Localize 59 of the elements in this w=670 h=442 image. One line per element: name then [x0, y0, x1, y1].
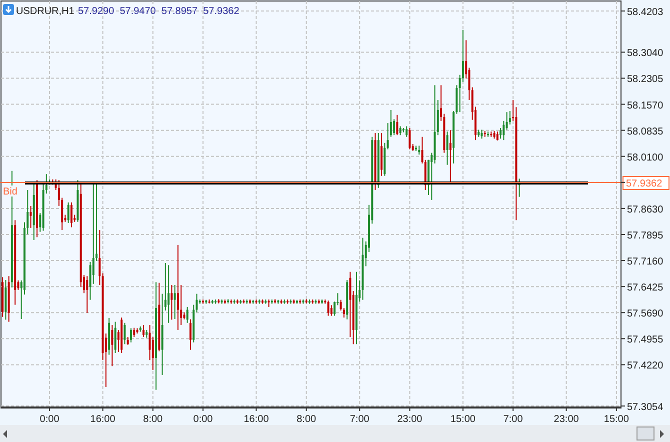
candlestick — [142, 324, 145, 338]
candlestick — [124, 322, 126, 345]
candlestick — [327, 300, 330, 316]
y-tick-label: 57.4220 — [627, 360, 664, 372]
y-tick-label: 57.3054 — [627, 402, 664, 413]
candlestick — [67, 202, 70, 224]
candlestick — [176, 244, 179, 330]
candlestick — [446, 131, 448, 166]
y-tick-label: 57.8630 — [627, 204, 664, 216]
candlestick — [30, 205, 32, 228]
candlestick — [130, 328, 132, 343]
x-tick-label: 16:00 — [90, 414, 116, 425]
y-tick-label: 58.1570 — [627, 100, 664, 112]
candlestick — [98, 230, 101, 286]
y-tick-label: 58.0100 — [627, 152, 664, 164]
y-tick-label: 58.3040 — [627, 48, 664, 60]
chart-subtitle: 57.9290 57.9470 57.8957 57.9362 — [78, 6, 240, 17]
candlestick — [386, 122, 389, 150]
candlestick — [380, 132, 383, 176]
x-tick-label: 16:00 — [244, 414, 270, 425]
ref-line-label: Bid — [3, 186, 18, 198]
candlestick — [449, 130, 452, 184]
candlestick — [502, 120, 505, 141]
candlestick — [114, 321, 116, 354]
candlestick — [170, 284, 173, 320]
y-tick-label: 57.4955 — [627, 334, 664, 346]
x-tick-label: 7:00 — [503, 414, 524, 425]
candlestick — [330, 304, 332, 316]
candlestick — [406, 126, 408, 138]
chart-title: USDRUR,H1 — [16, 6, 75, 17]
y-tick-label: 57.5690 — [627, 308, 664, 320]
x-tick-label: 15:00 — [450, 414, 476, 425]
y-tick-label: 58.4203 — [627, 7, 664, 18]
candlestick — [133, 327, 136, 338]
y-tick-label: 58.0835 — [627, 126, 664, 138]
x-tick-label: 23:00 — [554, 414, 580, 425]
y-tick-label: 57.7895 — [627, 230, 664, 242]
x-tick-label: 8:00 — [143, 414, 164, 425]
text: 57.9362 — [626, 178, 663, 190]
x-tick-label: 15:00 — [604, 414, 630, 425]
x-tick-label: 0:00 — [40, 414, 60, 425]
candlestick — [500, 128, 502, 140]
candlestick — [186, 306, 188, 324]
y-tick-label: 58.2305 — [627, 74, 664, 86]
x-tick-label: 8:00 — [296, 414, 317, 425]
candlestick — [168, 264, 170, 324]
candlestick — [349, 271, 352, 338]
candlestick — [189, 318, 192, 350]
candlestick — [111, 324, 114, 367]
x-tick-label: 7:00 — [350, 414, 370, 425]
candlestick — [86, 276, 88, 314]
y-tick-label: 57.7160 — [627, 256, 664, 268]
candlestick — [396, 114, 398, 136]
candlestick — [408, 128, 411, 150]
candlestick — [174, 284, 176, 320]
y-tick-label: 57.6425 — [627, 282, 664, 294]
candlestick — [70, 202, 72, 228]
x-tick-label: 23:00 — [397, 414, 423, 425]
x-tick-label: 0:00 — [193, 414, 214, 425]
